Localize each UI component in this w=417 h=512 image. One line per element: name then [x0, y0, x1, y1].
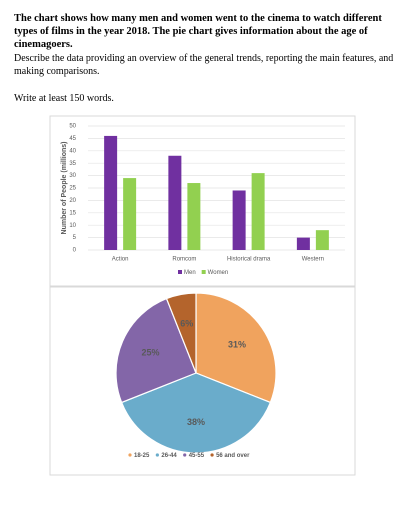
pie-slice	[165, 292, 197, 374]
slice-label: 6%	[180, 319, 193, 329]
legend-label: Men	[184, 270, 196, 276]
pie-slice	[195, 292, 277, 404]
y-tick-label: 5	[73, 235, 77, 241]
x-tick-label: Historical drama	[227, 257, 271, 263]
x-tick-label: Western	[302, 257, 324, 263]
legend-label: 26-44	[161, 453, 177, 459]
legend-swatch	[178, 270, 182, 274]
y-tick-label: 45	[69, 136, 76, 142]
slice-label: 31%	[228, 339, 246, 349]
task-title: The chart shows how many men and women w…	[14, 13, 382, 50]
legend-label: 56 and over	[216, 453, 250, 459]
bar	[187, 183, 201, 250]
y-axis-label: Number of People (millions)	[61, 142, 68, 235]
y-tick-label: 15	[69, 210, 76, 216]
bar	[232, 190, 246, 250]
pie-slice	[120, 372, 272, 454]
y-tick-label: 30	[69, 173, 76, 179]
bar	[251, 173, 265, 250]
bar	[104, 135, 118, 250]
legend-swatch	[155, 453, 159, 457]
y-tick-label: 20	[69, 198, 76, 204]
legend-label: 45-55	[189, 453, 205, 459]
x-tick-label: Action	[112, 257, 129, 263]
slice-label: 38%	[187, 417, 205, 427]
task-instruction: Write at least 150 words.	[14, 93, 114, 104]
task-description: Describe the data providing an overview …	[14, 53, 394, 77]
legend-swatch	[128, 453, 132, 457]
legend-swatch	[201, 270, 206, 274]
bar-chart-frame	[49, 115, 356, 287]
legend-label: Women	[208, 270, 229, 276]
pie-chart-frame	[49, 286, 356, 476]
pie-slice	[115, 297, 197, 404]
legend-label: 18-25	[134, 453, 150, 459]
y-tick-label: 0	[73, 248, 77, 254]
x-tick-label: Romcom	[172, 257, 196, 263]
legend-swatch	[183, 453, 187, 457]
bar	[296, 237, 310, 250]
bar	[315, 230, 329, 250]
y-tick-label: 40	[69, 148, 76, 154]
y-tick-label: 10	[69, 223, 76, 229]
y-tick-label: 25	[69, 186, 76, 192]
slice-label: 25%	[141, 348, 159, 358]
bar	[168, 155, 182, 250]
y-tick-label: 35	[69, 161, 76, 167]
bar	[123, 178, 137, 250]
y-tick-label: 50	[69, 124, 76, 130]
legend-swatch	[210, 453, 214, 457]
